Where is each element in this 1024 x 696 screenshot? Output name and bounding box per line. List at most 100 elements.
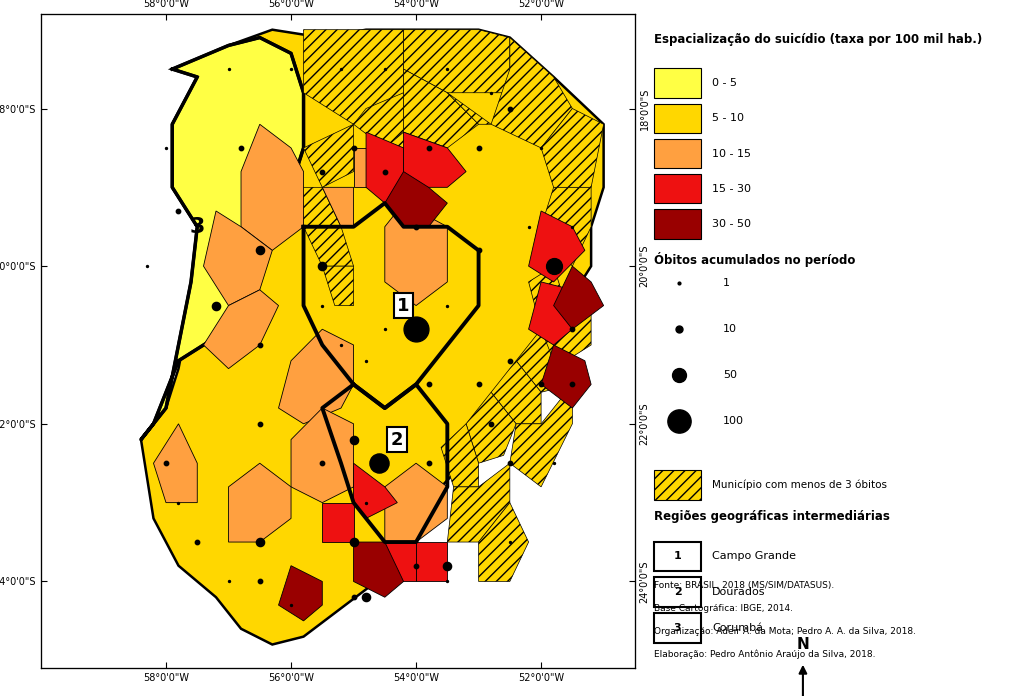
Polygon shape (554, 266, 603, 329)
Text: Dourados: Dourados (712, 587, 766, 597)
Polygon shape (441, 424, 478, 487)
Point (483, 418, 500, 429)
Point (377, 63, 393, 74)
Text: 0 - 5: 0 - 5 (712, 78, 737, 88)
Point (408, 560, 424, 571)
Text: 1: 1 (723, 278, 730, 288)
Point (314, 260, 331, 271)
Polygon shape (353, 93, 403, 148)
Point (470, 379, 486, 390)
Polygon shape (541, 109, 603, 187)
Polygon shape (528, 211, 585, 282)
Point (357, 592, 374, 603)
Polygon shape (154, 424, 198, 503)
Polygon shape (353, 464, 397, 519)
Point (232, 143, 249, 154)
Point (470, 143, 486, 154)
Polygon shape (385, 203, 447, 306)
Polygon shape (385, 464, 447, 542)
Polygon shape (466, 393, 516, 464)
Text: N: N (797, 638, 809, 652)
Polygon shape (447, 464, 510, 542)
Polygon shape (385, 172, 447, 227)
Text: 30 - 50: 30 - 50 (712, 219, 751, 229)
Point (345, 592, 361, 603)
Text: 3: 3 (674, 623, 681, 633)
Bar (654, 613, 701, 642)
Polygon shape (492, 38, 572, 148)
Polygon shape (510, 384, 572, 487)
Point (252, 576, 268, 587)
Text: 1: 1 (397, 296, 410, 315)
Point (345, 143, 361, 154)
Text: 1: 1 (674, 551, 681, 561)
Polygon shape (403, 132, 466, 187)
Point (483, 87, 500, 98)
Point (377, 324, 393, 335)
Text: Óbitos acumulados no período: Óbitos acumulados no período (654, 252, 855, 267)
Text: 3: 3 (189, 216, 205, 237)
Point (470, 245, 486, 256)
Polygon shape (228, 464, 291, 542)
Bar (654, 174, 701, 203)
Polygon shape (478, 503, 528, 581)
Polygon shape (241, 125, 303, 251)
Point (158, 458, 174, 469)
Point (170, 497, 186, 508)
Point (520, 221, 537, 232)
Text: 15 - 30: 15 - 30 (712, 184, 751, 193)
Polygon shape (447, 93, 492, 125)
Point (283, 599, 299, 610)
Bar (654, 578, 701, 607)
Point (220, 63, 237, 74)
Point (532, 143, 549, 154)
Text: Campo Grande: Campo Grande (712, 551, 796, 561)
Text: Município com menos de 3 óbitos: Município com menos de 3 óbitos (712, 480, 887, 491)
Point (421, 143, 437, 154)
Point (345, 434, 361, 445)
Polygon shape (403, 30, 510, 93)
Polygon shape (528, 282, 572, 345)
Point (671, 277, 687, 288)
Polygon shape (303, 30, 403, 125)
Point (357, 355, 374, 366)
Point (439, 63, 456, 74)
Polygon shape (303, 227, 353, 266)
Polygon shape (353, 148, 385, 187)
Polygon shape (516, 329, 572, 393)
Bar (654, 209, 701, 239)
Point (421, 458, 437, 469)
Text: 100: 100 (723, 416, 744, 426)
Point (502, 355, 518, 366)
Point (439, 576, 456, 587)
Point (170, 205, 186, 216)
Point (564, 221, 581, 232)
Polygon shape (403, 69, 478, 148)
Point (377, 166, 393, 177)
Point (546, 260, 562, 271)
Point (671, 370, 687, 381)
Text: Organização: Adeir A. da Mota; Pedro A. A. da Silva, 2018.: Organização: Adeir A. da Mota; Pedro A. … (654, 626, 915, 635)
Bar (654, 139, 701, 168)
Point (439, 560, 456, 571)
Polygon shape (541, 345, 591, 408)
Text: 10: 10 (723, 324, 737, 334)
Point (252, 537, 268, 548)
Point (333, 63, 349, 74)
Polygon shape (416, 542, 447, 581)
Point (671, 416, 687, 427)
Point (333, 340, 349, 351)
Polygon shape (541, 187, 591, 266)
Bar (654, 541, 701, 571)
Text: Base Cartográfica: IBGE, 2014.: Base Cartográfica: IBGE, 2014. (654, 603, 793, 612)
Bar (654, 104, 701, 133)
Polygon shape (323, 503, 353, 542)
Point (439, 300, 456, 311)
Text: 2: 2 (674, 587, 681, 597)
Text: 10 - 15: 10 - 15 (712, 148, 751, 159)
Polygon shape (204, 290, 279, 369)
Polygon shape (279, 566, 323, 621)
Polygon shape (323, 266, 353, 306)
Point (158, 143, 174, 154)
Text: Fonte: BRASIL, 2018 (MS/SIM/DATASUS).: Fonte: BRASIL, 2018 (MS/SIM/DATASUS). (654, 580, 835, 590)
